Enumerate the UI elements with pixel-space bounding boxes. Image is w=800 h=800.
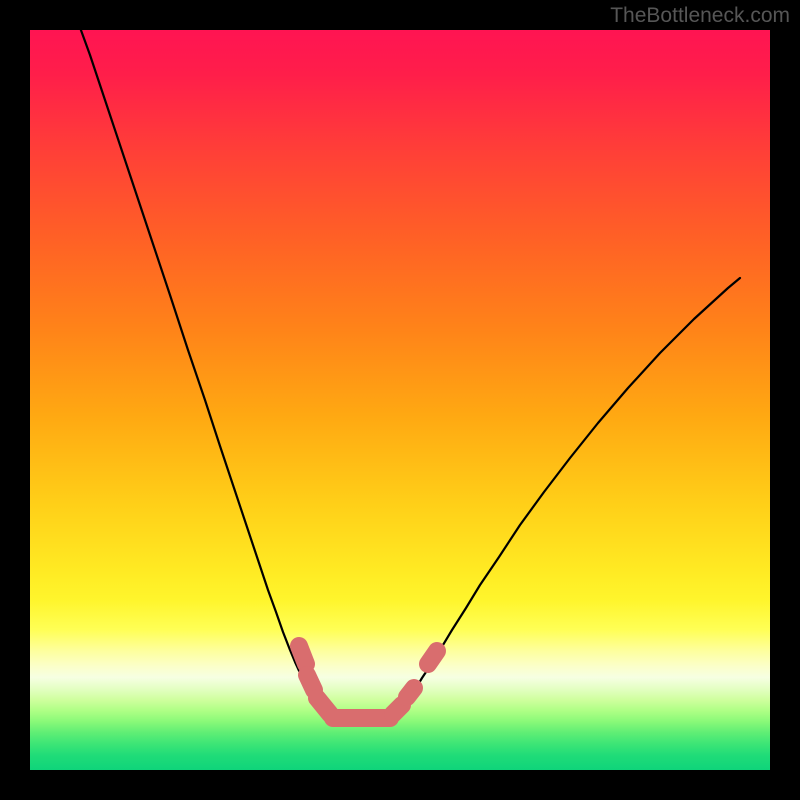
chart-svg <box>30 30 770 770</box>
highlight-segment <box>299 646 306 664</box>
chart-container: TheBottleneck.com <box>0 0 800 800</box>
highlight-segment <box>393 705 402 714</box>
watermark-text: TheBottleneck.com <box>610 4 790 28</box>
plot-area <box>30 30 770 770</box>
highlight-segment <box>407 688 414 697</box>
gradient-background <box>30 30 770 770</box>
highlight-segment <box>428 651 437 664</box>
highlight-segment <box>307 675 314 690</box>
